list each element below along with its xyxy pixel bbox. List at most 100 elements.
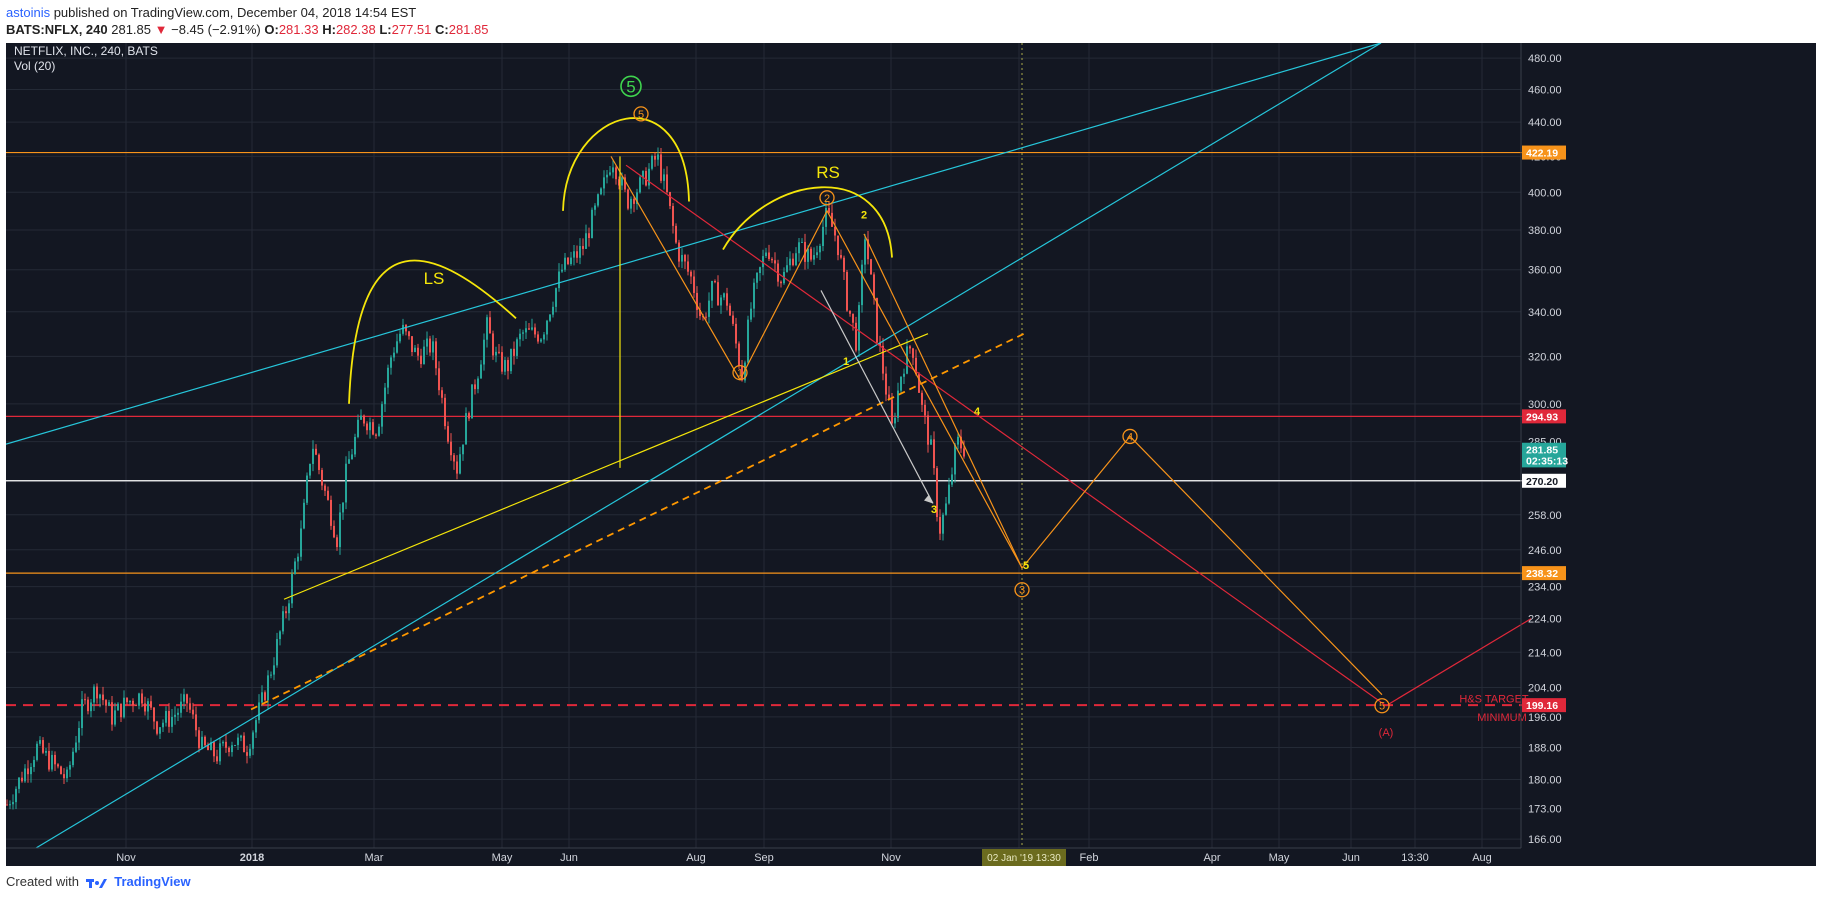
- candle-body: [543, 334, 545, 340]
- candle-body: [252, 732, 254, 749]
- chart-svg[interactable]: 5 5 LS RS 1 2 2 1 4 3 5 3 4 5 (A) H&S TARGET MINIMUM 166…: [5, 42, 1816, 866]
- candle-body: [90, 702, 92, 712]
- footer: Created with TradingView: [6, 871, 191, 893]
- candle-body: [786, 265, 788, 272]
- candle-body: [678, 242, 680, 262]
- candle-body: [456, 461, 458, 474]
- time-axis[interactable]: Nov2018MarMayJunAugSepNov2019FebAprMayJu…: [6, 847, 1521, 866]
- tradingview-logo-icon: [85, 878, 107, 888]
- x-tick-label: Nov: [881, 852, 901, 864]
- candle-body: [363, 415, 365, 424]
- candle-body: [120, 703, 122, 718]
- candle-body: [339, 512, 341, 548]
- candle-body: [255, 720, 257, 733]
- candle-body: [6, 804, 8, 806]
- candle-body: [798, 242, 800, 254]
- candle-body: [849, 310, 851, 314]
- candle-body: [264, 692, 266, 701]
- candle-body: [267, 675, 269, 701]
- candle-body: [942, 514, 944, 534]
- candle-body: [12, 802, 14, 805]
- candle-body: [738, 343, 740, 366]
- candle-body: [600, 188, 602, 195]
- x-tick-label: Jun: [1342, 852, 1360, 864]
- x-tick-label: Sep: [754, 852, 774, 864]
- candle-body: [315, 448, 317, 455]
- candle-body: [474, 384, 476, 390]
- candle-body: [444, 397, 446, 427]
- candle-body: [63, 774, 65, 779]
- price-label-badge: [1522, 145, 1566, 160]
- candle-body: [390, 357, 392, 368]
- candle-body: [477, 378, 479, 390]
- y-tick-label: 214.00: [1528, 647, 1562, 659]
- candle-body: [618, 179, 620, 186]
- candle-body: [198, 730, 200, 749]
- candle-body: [60, 766, 62, 775]
- candle-body: [870, 259, 872, 275]
- candle-body: [492, 333, 494, 356]
- x-tick-label: Mar: [365, 852, 384, 864]
- y-tick-label: 246.00: [1528, 545, 1562, 557]
- candle-body: [384, 387, 386, 405]
- candle-body: [306, 475, 308, 503]
- candle-body: [234, 745, 236, 747]
- y-tick-label: 360.00: [1528, 265, 1562, 277]
- candle-body: [510, 348, 512, 372]
- candle-body: [279, 631, 281, 640]
- candle-body: [150, 701, 152, 708]
- candle-body: [231, 745, 233, 753]
- low-value: 277.51: [391, 22, 432, 37]
- candle-body: [9, 804, 11, 806]
- y-tick-label: 173.00: [1528, 804, 1562, 816]
- candle-body: [453, 455, 455, 462]
- author-link[interactable]: astoinis: [6, 5, 51, 20]
- candle-body: [168, 711, 170, 727]
- candle-body: [750, 308, 752, 320]
- orange-wave-label: 3: [1019, 585, 1025, 597]
- candle-body: [405, 324, 407, 332]
- high-label: H:: [322, 22, 336, 37]
- candle-body: [387, 367, 389, 388]
- candle-body: [324, 485, 326, 491]
- candle-body: [276, 639, 278, 666]
- candle-body: [147, 701, 149, 712]
- chart-area[interactable]: 5 5 LS RS 1 2 2 1 4 3 5 3 4 5 (A) H&S TARGET MINIMUM 166…: [5, 42, 1816, 866]
- candle-body: [948, 484, 950, 504]
- y-tick-label: 440.00: [1528, 117, 1562, 129]
- y-tick-label: 180.00: [1528, 775, 1562, 787]
- level-lines: [6, 151, 1531, 707]
- candle-body: [909, 346, 911, 349]
- candle-body: [375, 434, 377, 436]
- candle-body: [441, 390, 443, 398]
- x-tick-label: 13:30: [1401, 852, 1429, 864]
- tradingview-link[interactable]: TradingView: [114, 874, 191, 889]
- candle-body: [561, 269, 563, 272]
- candle-body: [639, 177, 641, 193]
- candle-body: [381, 404, 383, 427]
- candle-body: [135, 705, 137, 707]
- candle-body: [201, 736, 203, 749]
- candle-body: [603, 177, 605, 189]
- right-shoulder-arc: [722, 186, 893, 258]
- y-tick-label: 340.00: [1528, 307, 1562, 319]
- annotation-label: 5: [1023, 560, 1029, 572]
- candle-body: [597, 194, 599, 206]
- candle-body: [756, 272, 758, 283]
- candle-body: [468, 413, 470, 419]
- candle-body: [954, 444, 956, 475]
- candle-body: [117, 703, 119, 711]
- candle-body: [408, 331, 410, 337]
- candle-body: [72, 751, 74, 766]
- candle-body: [348, 459, 350, 464]
- candle-body: [111, 702, 113, 725]
- y-tick-label: 300.00: [1528, 399, 1562, 411]
- candle-body: [291, 573, 293, 604]
- price-axis[interactable]: 166.00 173.00 180.00 188.00 196.00 204.00 214.…: [1520, 43, 1568, 848]
- candle-body: [867, 239, 869, 260]
- candle-body: [861, 264, 863, 306]
- candle-body: [789, 258, 791, 266]
- candle-body: [195, 714, 197, 731]
- candle-body: [459, 454, 461, 474]
- candle-body: [588, 233, 590, 238]
